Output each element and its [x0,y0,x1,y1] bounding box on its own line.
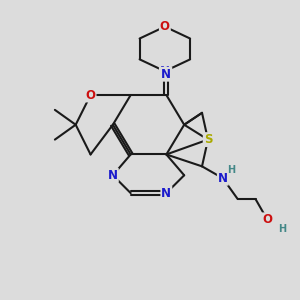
Text: N: N [161,187,171,200]
Text: S: S [204,133,212,146]
Text: N: N [160,65,170,78]
Text: O: O [85,88,96,101]
Text: H: H [227,165,235,175]
Text: O: O [262,213,272,226]
Text: N: N [218,172,228,185]
Text: N: N [108,169,118,182]
Text: H: H [278,224,286,234]
Text: N: N [161,68,171,81]
Text: O: O [160,20,170,33]
